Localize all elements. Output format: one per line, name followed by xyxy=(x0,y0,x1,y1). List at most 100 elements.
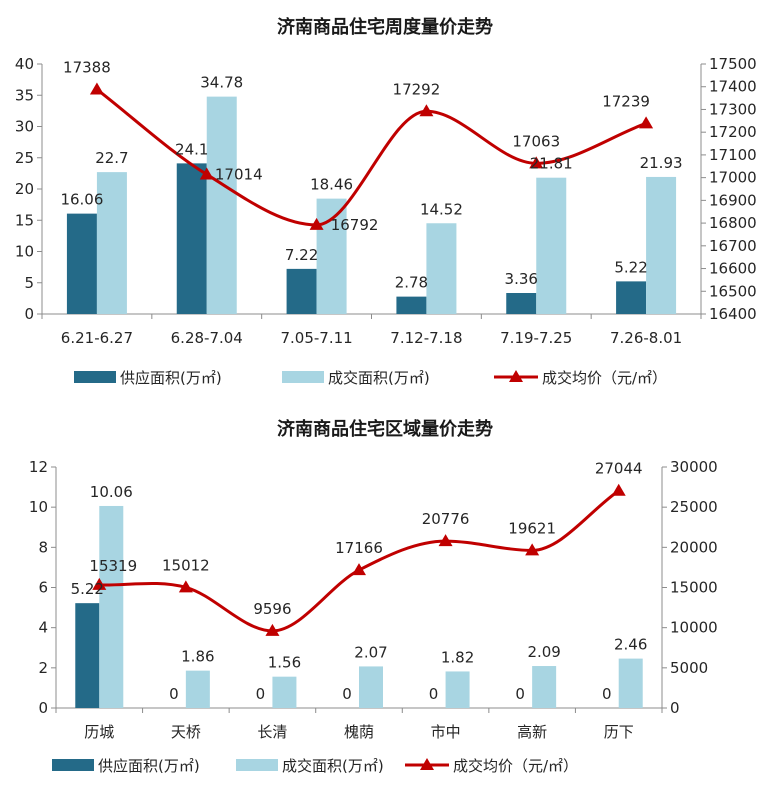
legend-swatch-supply xyxy=(74,371,116,383)
supply-bar xyxy=(286,268,317,314)
price-marker xyxy=(525,543,540,556)
y-tick-label: 4 xyxy=(38,619,48,637)
transaction-bar xyxy=(272,676,297,708)
x-tick-label: 长清 xyxy=(257,723,287,741)
price-marker xyxy=(419,104,434,117)
x-tick-label: 7.19-7.25 xyxy=(500,329,572,347)
district-chart: 济南商品住宅区域量价走势 0 2 4 6 8 10 12 0 5000 10000 15000 2000… xyxy=(0,410,770,804)
district-chart-svg: 济南商品住宅区域量价走势 0 2 4 6 8 10 12 0 5000 10000 15000 2000… xyxy=(29,418,718,775)
weekly-chart-svg: 济南商品住宅周度量价走势 0 5 10 15 20 25 30 35 40 16400 16500 16… xyxy=(15,16,757,387)
price-data-label: 9596 xyxy=(253,600,291,618)
transaction-bar xyxy=(99,505,124,708)
y-tick-label: 30 xyxy=(15,118,34,136)
transaction-data-label: 21.81 xyxy=(530,155,573,173)
y2-tick-label: 30000 xyxy=(670,458,718,476)
supply-data-label: 24.1 xyxy=(175,140,208,158)
price-marker xyxy=(265,623,280,636)
transaction-data-label: 1.82 xyxy=(441,648,474,666)
y-tick-label: 0 xyxy=(38,699,48,717)
legend-label-supply: 供应面积(万㎡) xyxy=(120,369,222,387)
x-tick-label: 市中 xyxy=(431,723,461,741)
y-tick-label: 10 xyxy=(29,498,48,516)
y2-tick-label: 16800 xyxy=(709,214,757,232)
y-tick-label: 6 xyxy=(38,579,48,597)
transaction-bar xyxy=(206,96,237,314)
y-tick-label: 35 xyxy=(15,86,34,104)
price-marker xyxy=(352,563,366,576)
price-marker xyxy=(611,483,626,496)
y2-tick-label: 17200 xyxy=(709,123,757,141)
price-marker xyxy=(639,116,654,129)
y-tick-label: 40 xyxy=(15,55,34,73)
transaction-data-label: 2.09 xyxy=(527,643,560,661)
price-marker xyxy=(89,82,104,95)
y-tick-label: 5 xyxy=(24,274,34,292)
y2-tick-label: 17000 xyxy=(709,169,757,187)
chart-title: 济南商品住宅周度量价走势 xyxy=(277,16,493,38)
price-data-label: 19621 xyxy=(508,519,556,537)
transaction-bar xyxy=(185,670,210,708)
price-marker xyxy=(529,156,544,169)
legend-swatch-price-marker xyxy=(420,758,434,770)
price-data-label: 20776 xyxy=(422,510,470,528)
y2-tick-label: 0 xyxy=(670,699,680,717)
transaction-data-label: 1.56 xyxy=(268,654,301,672)
x-tick-label: 槐荫 xyxy=(344,723,374,741)
y2-tick-label: 15000 xyxy=(670,579,718,597)
price-data-label: 17239 xyxy=(602,92,650,110)
legend-swatch-transaction xyxy=(282,371,324,383)
price-data-label: 15012 xyxy=(162,556,210,574)
supply-data-label: 0 xyxy=(169,685,179,703)
supply-data-label: 3.36 xyxy=(505,270,538,288)
price-marker xyxy=(309,217,324,230)
transaction-data-label: 34.78 xyxy=(200,74,243,92)
supply-data-label: 2.78 xyxy=(395,274,428,292)
x-tick-label: 高新 xyxy=(517,723,547,741)
y2-tick-label: 16400 xyxy=(709,305,757,323)
y2-tick-label: 17400 xyxy=(709,78,757,96)
y-tick-label: 20 xyxy=(15,180,34,198)
x-tick-label: 7.12-7.18 xyxy=(390,329,462,347)
legend-swatch-price-marker xyxy=(509,370,523,382)
transaction-data-label: 21.93 xyxy=(640,154,683,172)
y-tick-label: 2 xyxy=(38,659,48,677)
supply-data-label: 0 xyxy=(429,685,439,703)
price-data-label: 17292 xyxy=(393,80,441,98)
chart-title: 济南商品住宅区域量价走势 xyxy=(277,418,493,440)
y2-tick-label: 16700 xyxy=(709,237,757,255)
price-data-label: 27044 xyxy=(595,460,643,478)
y-tick-label: 12 xyxy=(29,458,48,476)
legend-swatch-transaction xyxy=(236,759,278,771)
y-tick-label: 0 xyxy=(24,305,34,323)
y-tick-label: 25 xyxy=(15,149,34,167)
x-tick-label: 6.28-7.04 xyxy=(171,329,243,347)
legend-label-supply: 供应面积(万㎡) xyxy=(98,757,200,775)
legend-label-price: 成交均价（元/㎡） xyxy=(453,757,578,775)
y-tick-label: 15 xyxy=(15,211,34,229)
x-tick-label: 7.26-8.01 xyxy=(610,329,682,347)
supply-bar xyxy=(396,296,427,314)
legend-label-transaction: 成交面积(万㎡) xyxy=(328,369,430,387)
x-tick-label: 历下 xyxy=(604,723,634,741)
supply-data-label: 5.22 xyxy=(614,258,647,276)
y-tick-label: 10 xyxy=(15,243,34,261)
y2-tick-label: 16500 xyxy=(709,282,757,300)
transaction-bar xyxy=(445,671,470,708)
y-tick-label: 8 xyxy=(38,538,48,556)
supply-data-label: 0 xyxy=(342,685,352,703)
y2-tick-label: 25000 xyxy=(670,498,718,516)
supply-data-label: 7.22 xyxy=(285,246,318,264)
price-data-label: 17388 xyxy=(63,58,111,76)
supply-data-label: 5.22 xyxy=(71,580,104,598)
transaction-data-label: 18.46 xyxy=(310,176,353,194)
price-data-label: 17063 xyxy=(512,132,560,150)
transaction-bar xyxy=(536,177,567,314)
legend-swatch-supply xyxy=(52,759,94,771)
y2-tick-label: 10000 xyxy=(670,619,718,637)
transaction-data-label: 10.06 xyxy=(90,483,133,501)
weekly-chart: 济南商品住宅周度量价走势 0 5 10 15 20 25 30 35 40 16400 16500 16… xyxy=(0,0,770,400)
x-tick-label: 历城 xyxy=(84,723,114,741)
supply-bar xyxy=(66,213,97,314)
transaction-bar xyxy=(96,172,127,314)
y2-tick-label: 16600 xyxy=(709,260,757,278)
